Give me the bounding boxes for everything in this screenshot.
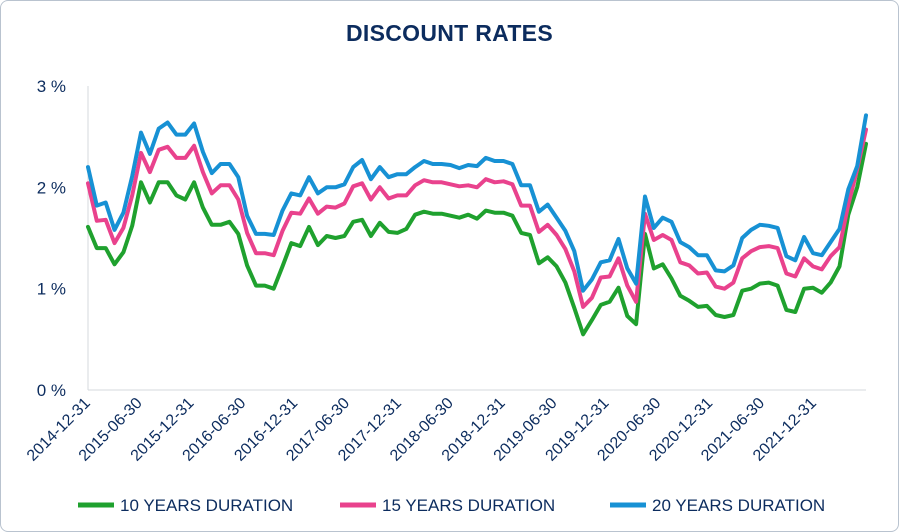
- legend: 10 YEARS DURATION 15 YEARS DURATION 20 YEA…: [78, 496, 825, 515]
- series-line-3: [86, 113, 868, 293]
- x-axis-ticks: 2014-12-312015-06-302015-12-312016-06-30…: [24, 395, 820, 465]
- y-tick-label: 2 %: [37, 178, 66, 197]
- y-axis-ticks: 0 % 1 % 2 % 3 %: [37, 77, 66, 400]
- series-layer: [86, 113, 868, 337]
- legend-label: 20 YEARS DURATION: [652, 496, 825, 515]
- y-tick-label: 1 %: [37, 280, 66, 299]
- series-line-1: [86, 141, 868, 337]
- legend-label: 15 YEARS DURATION: [382, 496, 555, 515]
- chart-title: DISCOUNT RATES: [346, 20, 553, 46]
- y-tick-label: 0 %: [37, 381, 66, 400]
- legend-label: 10 YEARS DURATION: [120, 496, 293, 515]
- series-line-2: [86, 127, 868, 309]
- y-tick-label: 3 %: [37, 77, 66, 96]
